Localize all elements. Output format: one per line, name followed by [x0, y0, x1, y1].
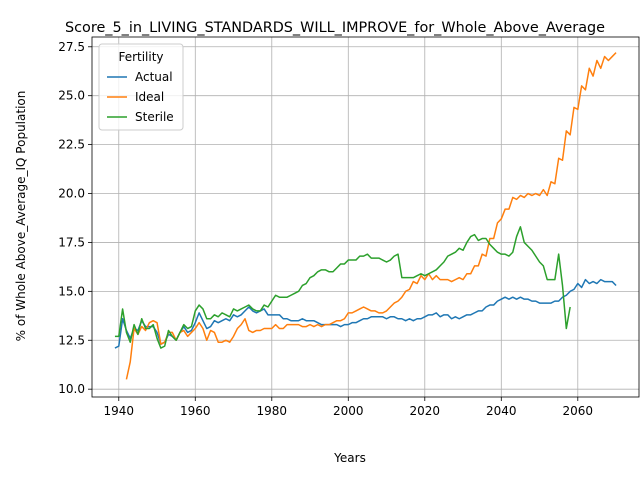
x-tick-label: 2000: [333, 404, 364, 418]
axis-ticks: 1940 1960 1980 2000 2020 2040 2060 10.0 12.5 15.0…: [58, 40, 593, 418]
series-line-sterile: [114, 226, 571, 349]
chart-title: Score_5_in_LIVING_STANDARDS_WILL_IMPROVE…: [65, 20, 605, 36]
x-tick-label: 2020: [410, 404, 441, 418]
legend-label-actual: Actual: [135, 70, 173, 84]
y-tick-label: 12.5: [58, 333, 85, 347]
legend-box: [98, 43, 184, 131]
plot-area-frame: [91, 36, 640, 398]
y-axis-label: % of Whole Above_Average_IQ Population: [14, 91, 28, 342]
y-tick-label: 27.5: [58, 40, 85, 54]
series-lines: [114, 52, 617, 380]
legend-label-sterile: Sterile: [135, 110, 174, 124]
legend-label-ideal: Ideal: [135, 90, 164, 104]
series-line-actual: [114, 278, 617, 349]
x-tick-label: 1960: [180, 404, 211, 418]
x-tick-label: 2060: [563, 404, 594, 418]
y-tick-label: 25.0: [58, 89, 85, 103]
x-tick-label: 2040: [486, 404, 517, 418]
x-tick-label: 1940: [104, 404, 135, 418]
legend: Fertility Actual Ideal Sterile: [98, 43, 184, 131]
legend-title: Fertility: [118, 50, 163, 64]
series-line-ideal: [125, 52, 617, 380]
y-tick-label: 20.0: [58, 187, 85, 201]
x-axis-label: Years: [333, 451, 366, 465]
x-tick-label: 1980: [257, 404, 288, 418]
y-tick-label: 15.0: [58, 284, 85, 298]
y-tick-label: 17.5: [58, 235, 85, 249]
y-tick-label: 22.5: [58, 138, 85, 152]
y-tick-label: 10.0: [58, 382, 85, 396]
